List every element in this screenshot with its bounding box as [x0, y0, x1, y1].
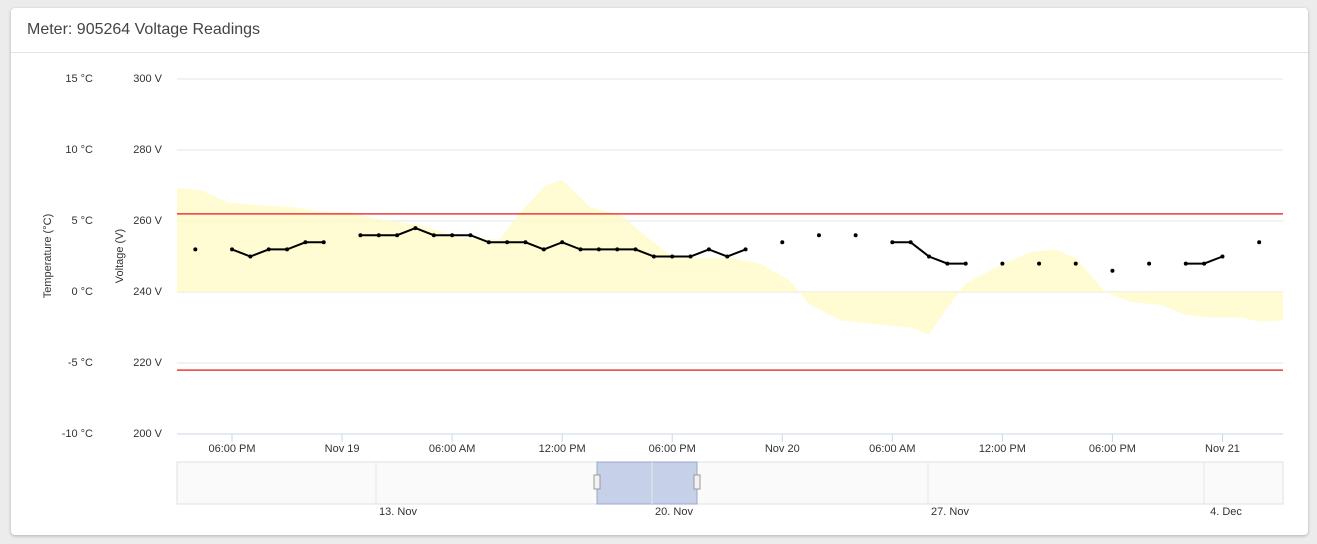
voltage-point: [596, 247, 601, 252]
x-tick-label: Nov 19: [325, 443, 360, 455]
voltage-point: [266, 247, 271, 252]
voltage-point: [358, 233, 363, 238]
voltage-point: [303, 240, 308, 245]
x-tick-label: Nov 20: [765, 443, 800, 455]
y-tick-label: 240 V: [133, 286, 162, 298]
voltage-point: [1073, 261, 1078, 266]
x-tick-label: 12:00 PM: [539, 443, 586, 455]
voltage-point: [927, 254, 932, 259]
voltage-point: [376, 233, 381, 238]
y2-tick-label: -5 °C: [68, 357, 93, 369]
x-tick-label: 06:00 PM: [1089, 443, 1136, 455]
navigator-label: 20. Nov: [655, 506, 693, 518]
y-tick-label: 280 V: [133, 144, 162, 156]
x-tick-label: 06:00 PM: [208, 443, 255, 455]
voltage-point: [853, 233, 858, 238]
navigator-label: 4. Dec: [1210, 506, 1242, 518]
voltage-point: [560, 240, 565, 245]
navigator-label: 27. Nov: [931, 506, 969, 518]
y-tick-label: 260 V: [133, 215, 162, 227]
voltage-point: [816, 233, 821, 238]
voltage-point: [248, 254, 253, 259]
voltage-point: [908, 240, 913, 245]
x-tick-label: 12:00 PM: [979, 443, 1026, 455]
voltage-point: [505, 240, 510, 245]
voltage-point: [633, 247, 638, 252]
navigator-window[interactable]: [596, 461, 698, 505]
voltage-point: [688, 254, 693, 259]
y-axis-title: Voltage (V): [114, 229, 126, 283]
voltage-point: [523, 240, 528, 245]
voltage-point: [615, 247, 620, 252]
voltage-point: [1257, 240, 1262, 245]
voltage-point: [963, 261, 968, 266]
voltage-point: [1183, 261, 1188, 266]
voltage-point: [450, 233, 455, 238]
voltage-point: [1110, 268, 1115, 273]
y-tick-label: 220 V: [133, 357, 162, 369]
y2-axis-title: Temperature (°C): [42, 214, 54, 298]
voltage-point: [468, 233, 473, 238]
voltage-point: [413, 226, 418, 231]
card-title: Meter: 905264 Voltage Readings: [11, 8, 1308, 53]
voltage-point: [395, 233, 400, 238]
x-tick-label: 06:00 AM: [869, 443, 915, 455]
temperature-area: [177, 179, 1283, 335]
x-tick-label: 06:00 AM: [429, 443, 475, 455]
voltage-point: [193, 247, 198, 252]
voltage-point: [743, 247, 748, 252]
voltage-point: [780, 240, 785, 245]
navigator-handle[interactable]: [693, 474, 701, 490]
y2-tick-label: 10 °C: [65, 144, 93, 156]
y2-tick-label: 15 °C: [65, 73, 93, 85]
y2-tick-label: 0 °C: [71, 286, 93, 298]
voltage-point: [1202, 261, 1207, 266]
voltage-point: [1147, 261, 1152, 266]
navigator-label: 13. Nov: [379, 506, 417, 518]
navigator-handle[interactable]: [593, 474, 601, 490]
voltage-point: [890, 240, 895, 245]
y2-tick-label: -10 °C: [62, 428, 93, 440]
x-tick-label: Nov 21: [1205, 443, 1240, 455]
y-tick-label: 300 V: [133, 73, 162, 85]
y2-tick-label: 5 °C: [71, 215, 93, 227]
voltage-point: [651, 254, 656, 259]
voltage-point: [230, 247, 235, 252]
voltage-point: [321, 240, 326, 245]
voltage-point: [706, 247, 711, 252]
voltage-point: [541, 247, 546, 252]
voltage-point: [670, 254, 675, 259]
voltage-point: [578, 247, 583, 252]
y-tick-label: 200 V: [133, 428, 162, 440]
voltage-point: [945, 261, 950, 266]
voltage-point: [1037, 261, 1042, 266]
voltage-point: [431, 233, 436, 238]
voltage-point: [725, 254, 730, 259]
voltage-point: [1000, 261, 1005, 266]
voltage-point: [285, 247, 290, 252]
x-tick-label: 06:00 PM: [649, 443, 696, 455]
voltage-point: [486, 240, 491, 245]
navigator-background: [176, 461, 1284, 505]
voltage-point: [1220, 254, 1225, 259]
